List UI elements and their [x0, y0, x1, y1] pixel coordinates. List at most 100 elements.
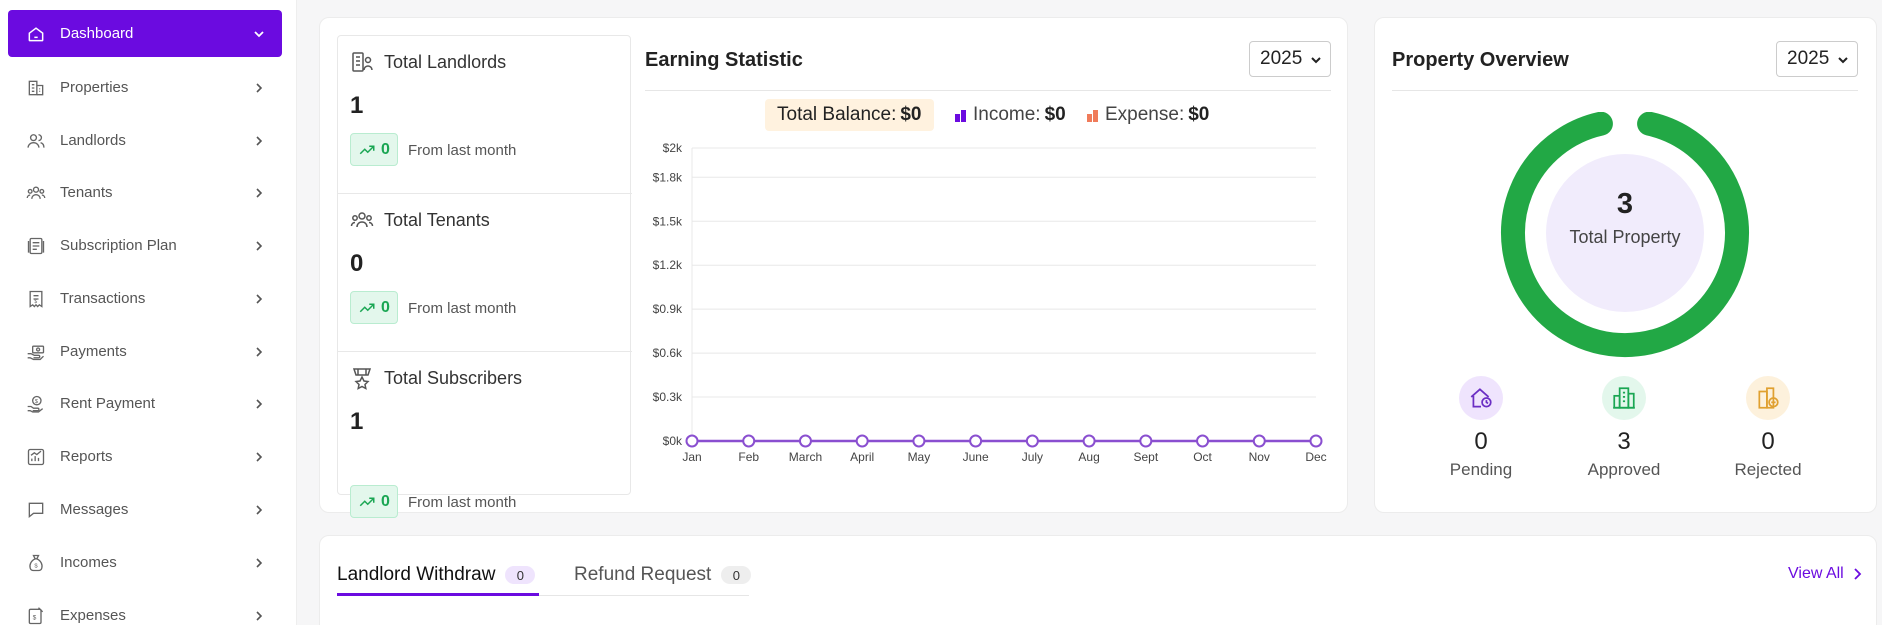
earning-statistic-title: Earning Statistic [645, 49, 803, 71]
sidebar-item-incomes[interactable]: $ Incomes [8, 539, 282, 586]
money-hand-icon [26, 342, 46, 362]
sidebar-item-label: Landlords [60, 132, 126, 149]
tab-label: Landlord Withdraw [337, 564, 496, 585]
x-tick-label: Oct [1193, 450, 1212, 464]
x-tick-label: April [850, 450, 874, 464]
users-icon [26, 131, 46, 151]
x-tick-label: Dec [1305, 450, 1326, 464]
chevron-right-icon [256, 293, 263, 304]
sidebar-item-landlords[interactable]: Landlords [8, 117, 282, 164]
stat-sub-label: From last month [408, 494, 517, 511]
x-tick-label: March [789, 450, 822, 464]
expense-receipt-icon: $ [26, 606, 46, 625]
sidebar-item-label: Properties [60, 79, 129, 96]
tab-divider [539, 595, 749, 596]
data-point [798, 434, 812, 448]
sidebar-item-transactions[interactable]: $ Transactions [8, 275, 282, 322]
income-bars-icon [955, 110, 966, 122]
chart-report-icon [26, 447, 46, 467]
chevron-right-icon [256, 187, 263, 198]
property-overview-title: Property Overview [1392, 49, 1569, 71]
data-point [1025, 434, 1039, 448]
stat-title: Total Tenants [384, 209, 490, 230]
overview-year-select[interactable]: 2025 [1776, 41, 1858, 77]
rent-hand-icon: $ [26, 394, 46, 414]
total-balance-pill: Total Balance: $0 [765, 99, 934, 131]
stat-value: 1 [350, 92, 364, 119]
data-point [855, 434, 869, 448]
sidebar-item-label: Messages [60, 501, 129, 518]
award-icon [352, 368, 372, 390]
chevron-right-icon [256, 504, 263, 515]
total-property-value: 3 [1616, 188, 1634, 220]
stat-value: 0 [350, 250, 364, 277]
sidebar-item-payments[interactable]: Payments [8, 328, 282, 375]
earning-year-select[interactable]: 2025 [1249, 41, 1331, 77]
sidebar-item-subscription-plan[interactable]: Subscription Plan [8, 222, 282, 269]
trend-up-icon [359, 303, 375, 312]
x-tick-label: May [908, 450, 931, 464]
chevron-right-icon [256, 240, 263, 251]
sidebar-item-label: Incomes [60, 554, 117, 571]
y-tick-label: $0.6k [653, 346, 683, 360]
chevron-right-icon [256, 398, 263, 409]
data-point [969, 434, 983, 448]
status-label: Rejected [1734, 460, 1802, 479]
status-value: 0 [1761, 428, 1775, 455]
sidebar-item-tenants[interactable]: Tenants [8, 169, 282, 216]
sidebar-item-label: Rent Payment [60, 395, 156, 412]
status-value: 0 [1474, 428, 1488, 455]
tab-landlord-withdraw[interactable]: Landlord Withdraw 0 [337, 564, 536, 586]
stat-total-subscribers: Total Subscribers 1 0 From last month [338, 352, 632, 518]
sidebar-item-reports[interactable]: Reports [8, 433, 282, 480]
chevron-down-icon [1311, 57, 1321, 64]
data-point [1252, 434, 1266, 448]
message-icon [26, 500, 46, 520]
earning-divider [645, 90, 1331, 91]
sidebar-item-label: Subscription Plan [60, 237, 177, 254]
stat-change-value: 0 [381, 140, 390, 158]
data-point [1309, 434, 1323, 448]
sidebar-item-messages[interactable]: Messages [8, 486, 282, 533]
sidebar-item-properties[interactable]: Properties [8, 64, 282, 111]
tab-refund-request[interactable]: Refund Request 0 [574, 564, 752, 586]
landlord-icon [352, 52, 373, 72]
x-tick-label: Jan [682, 450, 701, 464]
receipt-icon: $ [26, 289, 46, 309]
sidebar-item-label: Expenses [60, 607, 126, 624]
tab-count-badge: 0 [505, 566, 536, 584]
sidebar-item-label: Reports [60, 448, 113, 465]
sidebar-item-dashboard[interactable]: Dashboard [8, 10, 282, 57]
income-legend: Income: $0 [955, 104, 1066, 126]
property-donut-chart [1501, 112, 1749, 357]
tab-count-badge: 0 [721, 566, 752, 584]
data-point [1196, 434, 1210, 448]
status-value: 3 [1617, 428, 1631, 455]
sidebar: Dashboard Properties Landlords Tenants S… [0, 0, 297, 625]
view-all-link[interactable]: View All [1788, 565, 1864, 583]
donut-center: 3 Total Property [1546, 154, 1704, 312]
y-tick-label: $0.9k [653, 302, 683, 316]
sidebar-item-label: Transactions [60, 290, 146, 307]
donut-ring [1501, 112, 1749, 357]
data-point [912, 434, 926, 448]
stat-title: Total Subscribers [384, 367, 523, 388]
group-icon [26, 183, 46, 203]
house-clock-icon [1459, 376, 1503, 420]
income-label: Income: [973, 104, 1041, 125]
total-property-label: Total Property [1569, 227, 1681, 247]
chevron-right-icon [256, 135, 263, 146]
expense-label: Expense: [1105, 104, 1185, 125]
chevron-right-icon [256, 557, 263, 568]
sidebar-item-label: Tenants [60, 184, 113, 201]
sidebar-item-label: Payments [60, 343, 127, 360]
expense-value: $0 [1188, 104, 1210, 125]
income-value: $0 [1044, 104, 1066, 125]
y-tick-label: $1.8k [653, 170, 683, 184]
chevron-down-icon [254, 30, 264, 37]
sidebar-item-rent-payment[interactable]: $ Rent Payment [8, 380, 282, 427]
sidebar-item-expenses[interactable]: $ Expenses [8, 592, 282, 625]
data-point [1082, 434, 1096, 448]
view-all-label: View All [1788, 565, 1844, 582]
data-point [742, 434, 756, 448]
